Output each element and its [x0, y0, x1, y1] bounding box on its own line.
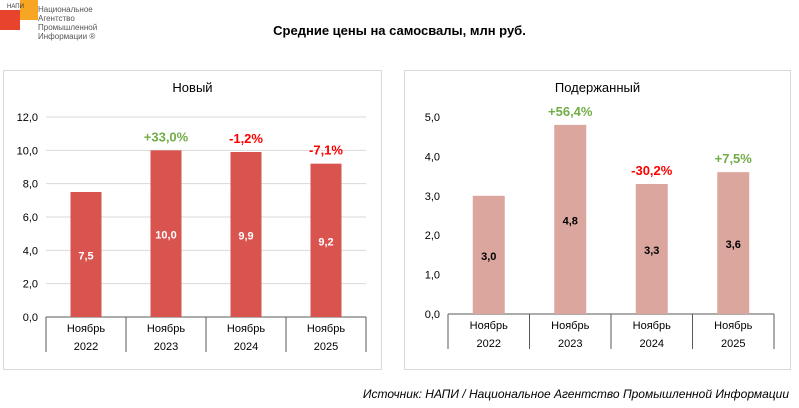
bar-value-label: 10,0 — [155, 230, 176, 242]
x-tick-year: 2023 — [558, 338, 582, 350]
x-tick-month: Ноябрь — [551, 320, 589, 332]
x-tick-month: Ноябрь — [714, 320, 752, 332]
y-tick-label: 4,0 — [425, 151, 440, 163]
y-tick-label: 0,0 — [23, 312, 38, 324]
bar-value-label: 7,5 — [78, 251, 93, 263]
bar-value-label: 3,6 — [726, 239, 741, 251]
y-tick-label: 4,0 — [23, 245, 38, 257]
bar — [472, 195, 505, 314]
logo-red-square — [0, 10, 20, 30]
y-tick-label: 5,0 — [425, 112, 440, 124]
y-tick-label: 10,0 — [17, 145, 38, 157]
y-tick-label: 6,0 — [23, 212, 38, 224]
change-label: -7,1% — [309, 143, 343, 158]
x-tick-year: 2024 — [640, 338, 664, 350]
x-tick-month: Ноябрь — [67, 323, 105, 335]
bar — [310, 163, 342, 317]
napi-logo: НАПИ Национальное Агентство Промышленной… — [0, 0, 130, 60]
bar-value-label: 3,3 — [644, 245, 659, 257]
y-tick-label: 0,0 — [425, 309, 440, 321]
change-label: +33,0% — [144, 129, 189, 144]
bar-value-label: 4,8 — [563, 215, 578, 227]
change-label: -30,2% — [631, 163, 673, 178]
logo-orange-square — [20, 0, 38, 20]
chart-panel-new: Новый 0,0 2,0 4,0 6,0 8,0 10,0 12,0 7,5 Ноябрь 202… — [3, 70, 382, 370]
page-title: Средние цены на самосвалы, млн руб. — [273, 23, 526, 38]
chart-title: Подержанный — [555, 80, 640, 95]
y-tick-label: 3,0 — [425, 191, 440, 203]
x-tick-month: Ноябрь — [307, 323, 345, 335]
x-tick-month: Ноябрь — [633, 320, 671, 332]
source-note: Источник: НАПИ / Национальное Агентство … — [362, 387, 789, 401]
x-tick-month: Ноябрь — [227, 323, 265, 335]
chart-used: Подержанный 0,0 1,0 2,0 3,0 4,0 5,0 3,0 Ноябрь 20… — [425, 80, 775, 350]
chart-panel-used: Подержанный 0,0 1,0 2,0 3,0 4,0 5,0 3,0 Ноябрь 20… — [404, 70, 791, 370]
logo-abbr: НАПИ — [7, 4, 24, 10]
change-label: +7,5% — [715, 151, 753, 166]
logo-name: Национальное Агентство Промышленной Инфо… — [38, 5, 98, 41]
x-tick-month: Ноябрь — [147, 323, 185, 335]
bar — [70, 192, 102, 317]
change-label: +56,4% — [548, 104, 593, 119]
bar — [554, 124, 587, 314]
y-tick-label: 12,0 — [17, 112, 38, 124]
y-tick-label: 1,0 — [425, 270, 440, 282]
x-tick-year: 2022 — [477, 338, 501, 350]
bar — [717, 172, 750, 314]
x-tick-month: Ноябрь — [470, 320, 508, 332]
bar — [635, 183, 668, 314]
y-tick-label: 2,0 — [425, 230, 440, 242]
x-tick-year: 2022 — [74, 341, 98, 353]
y-tick-label: 2,0 — [23, 279, 38, 291]
bar-value-label: 9,2 — [318, 236, 333, 248]
bar — [230, 152, 262, 317]
x-tick-year: 2024 — [234, 341, 258, 353]
x-tick-year: 2025 — [314, 341, 338, 353]
bar — [150, 150, 182, 317]
bar-value-label: 3,0 — [481, 251, 496, 263]
x-tick-year: 2023 — [154, 341, 178, 353]
bar-value-label: 9,9 — [238, 231, 253, 243]
change-label: -1,2% — [229, 131, 263, 146]
y-tick-label: 8,0 — [23, 179, 38, 191]
chart-new: Новый 0,0 2,0 4,0 6,0 8,0 10,0 12,0 7,5 Ноябрь 202… — [17, 80, 367, 353]
x-tick-year: 2025 — [721, 338, 745, 350]
chart-title: Новый — [172, 80, 212, 95]
